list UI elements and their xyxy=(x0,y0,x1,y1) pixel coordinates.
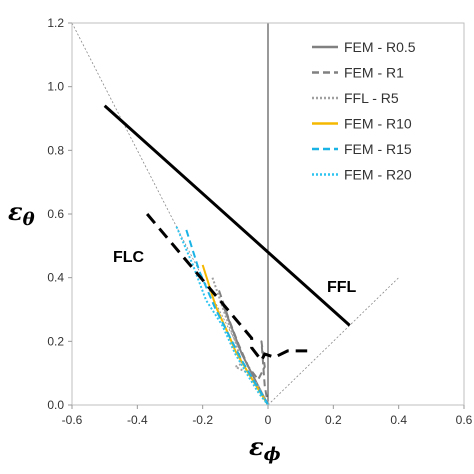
x-axis-label: εϕ xyxy=(249,432,281,465)
x-tick-label: -0.2 xyxy=(192,413,213,427)
x-tick-label: 0.2 xyxy=(325,413,342,427)
x-tick-label: 0 xyxy=(265,413,272,427)
reference-lines xyxy=(71,22,399,406)
y-tick-label: 0.8 xyxy=(47,143,64,157)
y-tick-label: 1.2 xyxy=(47,16,64,30)
series-line-1 xyxy=(218,290,269,406)
x-tick-label: 0.6 xyxy=(456,413,473,427)
legend-label-1: FEM - R1 xyxy=(344,65,404,81)
series-line-3 xyxy=(201,264,269,406)
flc-curve xyxy=(145,213,308,364)
legend: FEM - R0.5 FEM - R1 FFL - R5 FEM - R10 FEM -… xyxy=(312,39,416,183)
x-tick-label: 0.4 xyxy=(390,413,407,427)
legend-label-0: FEM - R0.5 xyxy=(344,39,416,55)
y-tick-label: 0.4 xyxy=(47,271,64,285)
axes: -0.6 -0.4 -0.2 0 0.2 0.4 0.6 0.0 0.2 0.4 0.6 0.8 1.0… xyxy=(47,16,472,427)
y-tick-label: 1.0 xyxy=(47,80,64,94)
series-line-2 xyxy=(211,277,269,406)
curve-layer xyxy=(103,104,351,364)
legend-label-3: FEM - R10 xyxy=(344,116,412,132)
y-tick-label: 0.0 xyxy=(47,398,64,412)
y-axis-label: εθ xyxy=(8,197,35,230)
legend-label-5: FEM - R20 xyxy=(344,167,412,183)
series-line-5 xyxy=(175,226,269,406)
ffl-curve xyxy=(103,104,351,327)
x-tick-label: -0.4 xyxy=(127,413,148,427)
legend-label-2: FFL - R5 xyxy=(344,90,399,106)
x-tick-label: -0.6 xyxy=(62,413,83,427)
legend-label-4: FEM - R15 xyxy=(344,141,412,157)
y-tick-label: 0.6 xyxy=(47,207,64,221)
y-tick-label: 0.2 xyxy=(47,334,64,348)
annotation-ffl: FFL xyxy=(327,279,357,296)
annotation-flc: FLC xyxy=(113,249,145,266)
reference-line-0 xyxy=(71,22,269,406)
reference-line-1 xyxy=(267,277,399,406)
